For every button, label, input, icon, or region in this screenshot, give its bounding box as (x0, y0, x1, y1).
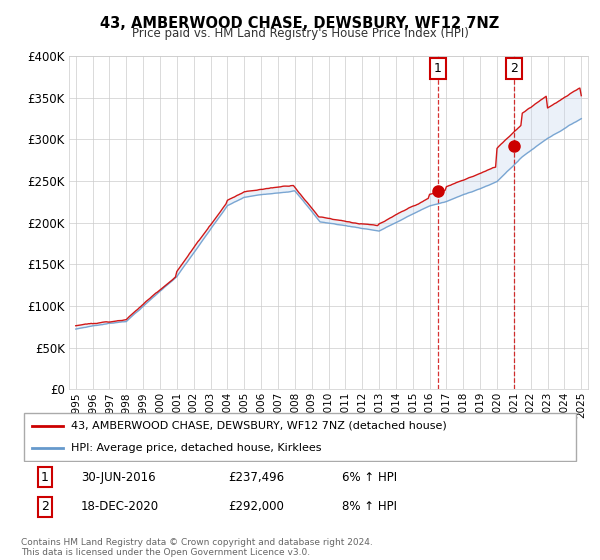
Text: £292,000: £292,000 (228, 500, 284, 514)
Text: 1: 1 (41, 470, 49, 484)
Text: 30-JUN-2016: 30-JUN-2016 (81, 470, 155, 484)
Text: Contains HM Land Registry data © Crown copyright and database right 2024.
This d: Contains HM Land Registry data © Crown c… (21, 538, 373, 557)
Text: Price paid vs. HM Land Registry's House Price Index (HPI): Price paid vs. HM Land Registry's House … (131, 27, 469, 40)
FancyBboxPatch shape (24, 413, 577, 461)
Text: £237,496: £237,496 (228, 470, 284, 484)
Text: 1: 1 (434, 62, 442, 75)
Text: 2: 2 (41, 500, 49, 514)
Text: 2: 2 (510, 62, 518, 75)
Text: 6% ↑ HPI: 6% ↑ HPI (342, 470, 397, 484)
Text: HPI: Average price, detached house, Kirklees: HPI: Average price, detached house, Kirk… (71, 443, 322, 453)
Text: 8% ↑ HPI: 8% ↑ HPI (342, 500, 397, 514)
Text: 18-DEC-2020: 18-DEC-2020 (81, 500, 159, 514)
Text: 43, AMBERWOOD CHASE, DEWSBURY, WF12 7NZ: 43, AMBERWOOD CHASE, DEWSBURY, WF12 7NZ (100, 16, 500, 31)
Text: 43, AMBERWOOD CHASE, DEWSBURY, WF12 7NZ (detached house): 43, AMBERWOOD CHASE, DEWSBURY, WF12 7NZ … (71, 421, 447, 431)
